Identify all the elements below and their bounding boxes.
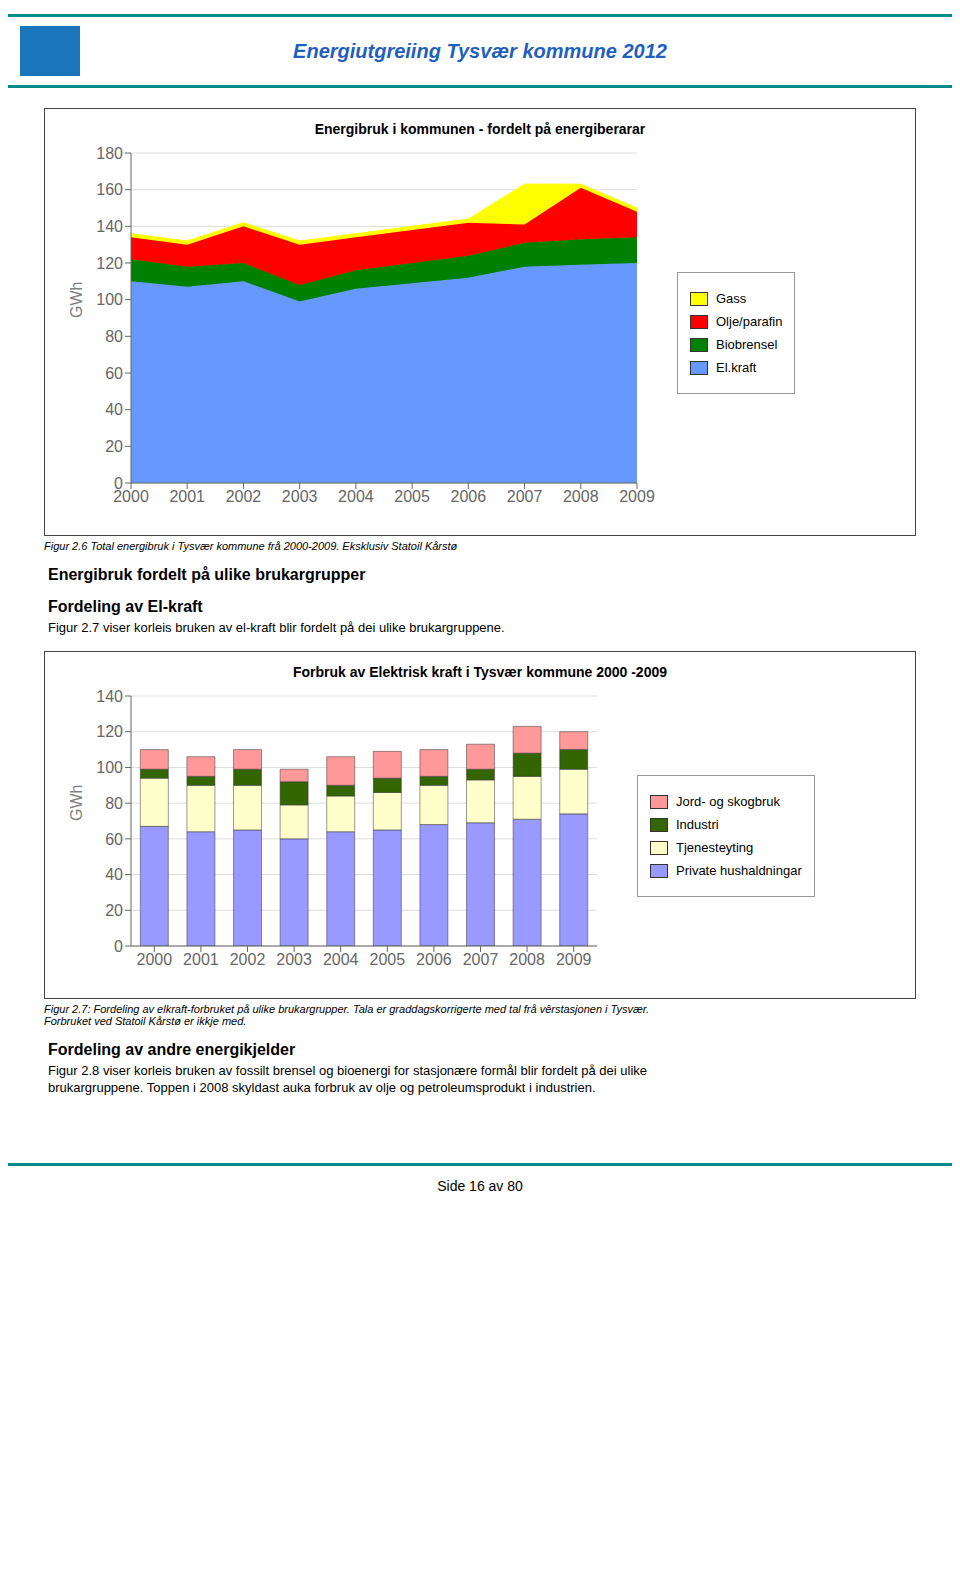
- svg-text:180: 180: [96, 145, 123, 162]
- svg-text:2004: 2004: [338, 488, 374, 505]
- svg-text:2005: 2005: [394, 488, 430, 505]
- html-text:Figur 2.6 Total energibruk i T: Figur 2.6 Total energibruk i Tysvær komm…: [44, 540, 458, 552]
- svg-text:160: 160: [96, 181, 123, 198]
- svg-text:140: 140: [96, 218, 123, 235]
- html-text:Side 16 av 80: Side 16 av 80: [437, 1178, 523, 1194]
- svg-text:2007: 2007: [463, 951, 499, 968]
- svg-text:2009: 2009: [556, 951, 592, 968]
- svg-text:2004: 2004: [323, 951, 359, 968]
- svg-text:20: 20: [105, 902, 123, 919]
- html-text:Jord- og skogbruk: Jord- og skogbruk: [676, 794, 781, 809]
- svg-text:2003: 2003: [276, 951, 312, 968]
- svg-text:2008: 2008: [563, 488, 599, 505]
- svg-text:2003: 2003: [282, 488, 318, 505]
- svg-text:2002: 2002: [226, 488, 262, 505]
- html-text:Figur 2.7: Fordeling av elkraf: Figur 2.7: Fordeling av elkraft-forbruke…: [44, 1003, 650, 1015]
- html-text:Gass: Gass: [716, 291, 747, 306]
- html-text:Figur 2.7 viser korleis bruken: Figur 2.7 viser korleis bruken av el-kra…: [48, 620, 505, 635]
- svg-text:2008: 2008: [509, 951, 545, 968]
- html-text:Figur 2.8 viser korleis bruken: Figur 2.8 viser korleis bruken av fossil…: [48, 1063, 647, 1078]
- svg-text:80: 80: [105, 795, 123, 812]
- svg-text:2002: 2002: [230, 951, 266, 968]
- html-text:Biobrensel: Biobrensel: [716, 337, 778, 352]
- svg-text:120: 120: [96, 723, 123, 740]
- svg-text:2007: 2007: [507, 488, 543, 505]
- html-text:Fordeling av El-kraft: Fordeling av El-kraft: [48, 598, 203, 615]
- html-text:Industri: Industri: [676, 817, 719, 832]
- svg-text:2000: 2000: [113, 488, 149, 506]
- svg-text:GWh: GWh: [68, 282, 85, 318]
- svg-text:60: 60: [105, 365, 123, 382]
- html-text:Tjenesteyting: Tjenesteyting: [676, 840, 754, 855]
- svg-text:100: 100: [96, 291, 123, 308]
- svg-text:100: 100: [96, 759, 123, 776]
- svg-text:GWh: GWh: [68, 785, 85, 821]
- html-text:Forbruk av Elektrisk kraft i T: Forbruk av Elektrisk kraft i Tysvær komm…: [293, 664, 667, 680]
- html-text:Private hushaldningar: Private hushaldningar: [676, 863, 802, 878]
- html-text:Fordeling av andre energikjeld: Fordeling av andre energikjelder: [48, 1041, 296, 1058]
- svg-text:20: 20: [105, 438, 123, 455]
- html-text:Energibruk fordelt på ulike br: Energibruk fordelt på ulike brukargruppe…: [48, 566, 366, 583]
- svg-text:2001: 2001: [183, 951, 219, 968]
- html-text:El.kraft: El.kraft: [716, 360, 757, 375]
- svg-text:80: 80: [105, 328, 123, 345]
- html-text:Olje/parafin: Olje/parafin: [716, 314, 783, 329]
- html-text:brukargruppene. Toppen i 2008: brukargruppene. Toppen i 2008 skyldast a…: [48, 1080, 596, 1095]
- svg-text:0: 0: [114, 475, 123, 492]
- svg-text:120: 120: [96, 255, 123, 272]
- svg-text:140: 140: [96, 688, 123, 705]
- html-text:Energiutgreiing Tysvær kommune: Energiutgreiing Tysvær kommune 2012: [293, 39, 667, 62]
- svg-text:2005: 2005: [370, 951, 406, 968]
- svg-text:2006: 2006: [451, 488, 487, 505]
- html-text:Energibruk i kommunen - fordel: Energibruk i kommunen - fordelt på energ…: [314, 121, 646, 137]
- svg-text:2009: 2009: [619, 488, 655, 505]
- html-text:Forbruket ved Statoil Kårstø e: Forbruket ved Statoil Kårstø er ikkje me…: [44, 1015, 247, 1027]
- svg-text:40: 40: [105, 866, 123, 883]
- svg-text:2006: 2006: [416, 951, 452, 968]
- svg-text:60: 60: [105, 831, 123, 848]
- svg-text:2001: 2001: [169, 488, 205, 505]
- svg-text:40: 40: [105, 401, 123, 418]
- svg-text:0: 0: [114, 938, 123, 955]
- svg-text:2000: 2000: [137, 951, 173, 968]
